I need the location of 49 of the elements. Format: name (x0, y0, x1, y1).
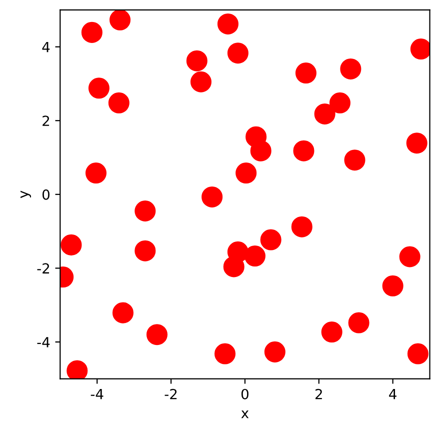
x-tick-label: -2 (164, 388, 177, 400)
x-axis-title: x (241, 410, 249, 418)
point (190, 71, 212, 92)
y-axis-title: y (20, 190, 32, 198)
point (406, 132, 428, 154)
y-tick-label: 4 (42, 42, 50, 52)
point (250, 140, 272, 162)
y-tick-label: 0 (42, 189, 50, 200)
point (66, 360, 88, 379)
x-tick-label: 0 (241, 388, 248, 400)
point (295, 62, 316, 84)
point (410, 38, 430, 60)
y-tick-label: -4 (37, 337, 50, 348)
point (108, 92, 130, 114)
point (264, 341, 286, 362)
point (344, 150, 366, 171)
x-tick-label: 4 (389, 389, 396, 400)
point (223, 256, 244, 278)
point (134, 240, 156, 262)
point (314, 103, 336, 124)
point (399, 246, 420, 268)
x-tick-label: -4 (90, 389, 104, 400)
point (202, 186, 223, 208)
x-tick-label: 2 (315, 388, 322, 400)
point (244, 245, 266, 267)
point (227, 42, 248, 64)
y-tick-label: 2 (42, 116, 50, 126)
point (60, 234, 82, 256)
point (134, 200, 156, 222)
point (112, 302, 134, 324)
point (186, 50, 208, 72)
point (293, 140, 314, 162)
point (214, 343, 236, 364)
point (88, 78, 110, 99)
point (291, 216, 312, 238)
point (81, 22, 102, 43)
point (407, 343, 428, 364)
point (348, 312, 370, 334)
y-tick-label: -2 (37, 263, 50, 274)
point (340, 58, 362, 80)
point (217, 13, 238, 34)
point (260, 229, 282, 250)
point (321, 321, 342, 343)
point (110, 10, 131, 30)
point (85, 162, 107, 184)
point (146, 324, 168, 346)
point (382, 275, 404, 296)
point (236, 162, 257, 184)
point (329, 92, 350, 114)
